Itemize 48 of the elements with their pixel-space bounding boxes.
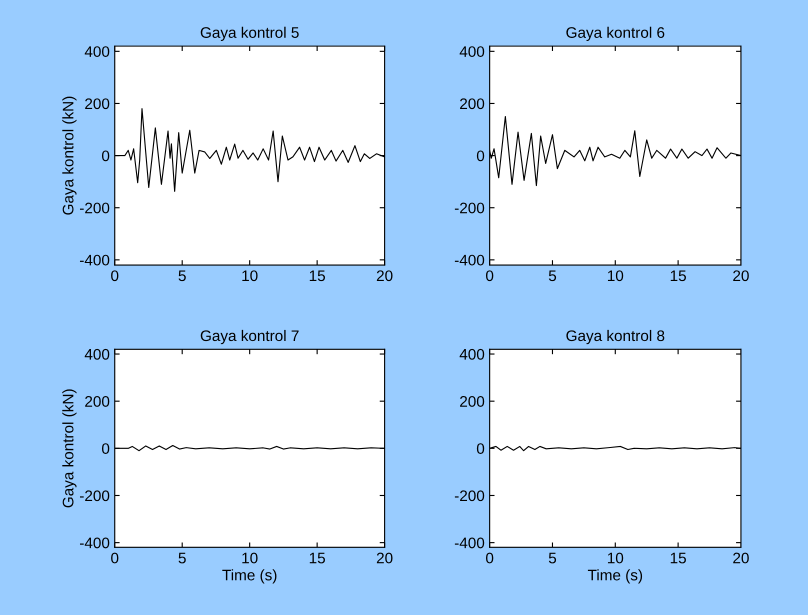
- y-tick-label: -400: [454, 538, 484, 548]
- chart-title: Gaya kontrol 5: [200, 26, 299, 41]
- x-tick-label: 15: [670, 270, 686, 282]
- y-tick-label: -200: [454, 490, 484, 502]
- x-tick-label: 15: [310, 270, 325, 282]
- y-tick-label: 200: [85, 396, 110, 407]
- y-axis-title: Gaya kontrol (kN): [62, 96, 77, 215]
- chart-title: Gaya kontrol 7: [200, 330, 299, 344]
- chart-title: Gaya kontrol 6: [566, 26, 664, 41]
- x-tick-label: 10: [242, 270, 258, 282]
- chart-title: Gaya kontrol 8: [566, 330, 664, 344]
- y-tick-label: -200: [80, 202, 110, 214]
- x-tick-label: 5: [178, 552, 186, 564]
- y-tick-label: -400: [454, 254, 484, 266]
- y-tick-label: 0: [476, 443, 484, 454]
- y-tick-label: 200: [460, 98, 484, 110]
- x-tick-label: 0: [486, 270, 494, 282]
- x-tick-label: 10: [608, 270, 624, 282]
- y-tick-label: 200: [460, 396, 484, 407]
- x-tick-label: 20: [733, 270, 749, 282]
- x-tick-label: 15: [670, 552, 686, 564]
- x-tick-label: 0: [486, 552, 494, 564]
- y-tick-label: -400: [80, 254, 110, 266]
- x-tick-label: 20: [376, 552, 393, 564]
- y-tick-label: 400: [84, 46, 110, 58]
- x-tick-label: 5: [548, 270, 556, 282]
- y-tick-label: 0: [102, 150, 110, 162]
- x-tick-label: 10: [242, 552, 258, 564]
- y-tick-label: 400: [460, 46, 484, 58]
- x-tick-label: 5: [178, 270, 186, 282]
- y-tick-label: -200: [454, 202, 484, 214]
- y-tick-label: 200: [85, 98, 110, 110]
- y-tick-label: 400: [84, 348, 110, 360]
- x-tick-label: 0: [111, 270, 118, 282]
- x-tick-label: 5: [548, 552, 556, 564]
- x-axis-title: Time (s): [588, 569, 642, 584]
- y-tick-label: -400: [80, 538, 110, 548]
- x-tick-label: 0: [111, 552, 118, 564]
- x-axis-title: Time (s): [222, 569, 276, 584]
- x-tick-label: 15: [310, 552, 325, 564]
- y-tick-label: -200: [80, 490, 110, 502]
- x-tick-label: 10: [608, 552, 624, 564]
- x-tick-label: 20: [376, 270, 393, 282]
- y-tick-label: 0: [102, 443, 110, 454]
- y-axis-title: Gaya kontrol (kN): [62, 389, 77, 508]
- x-tick-label: 20: [733, 552, 749, 564]
- y-tick-label: 400: [460, 348, 484, 360]
- y-tick-label: 0: [476, 150, 484, 162]
